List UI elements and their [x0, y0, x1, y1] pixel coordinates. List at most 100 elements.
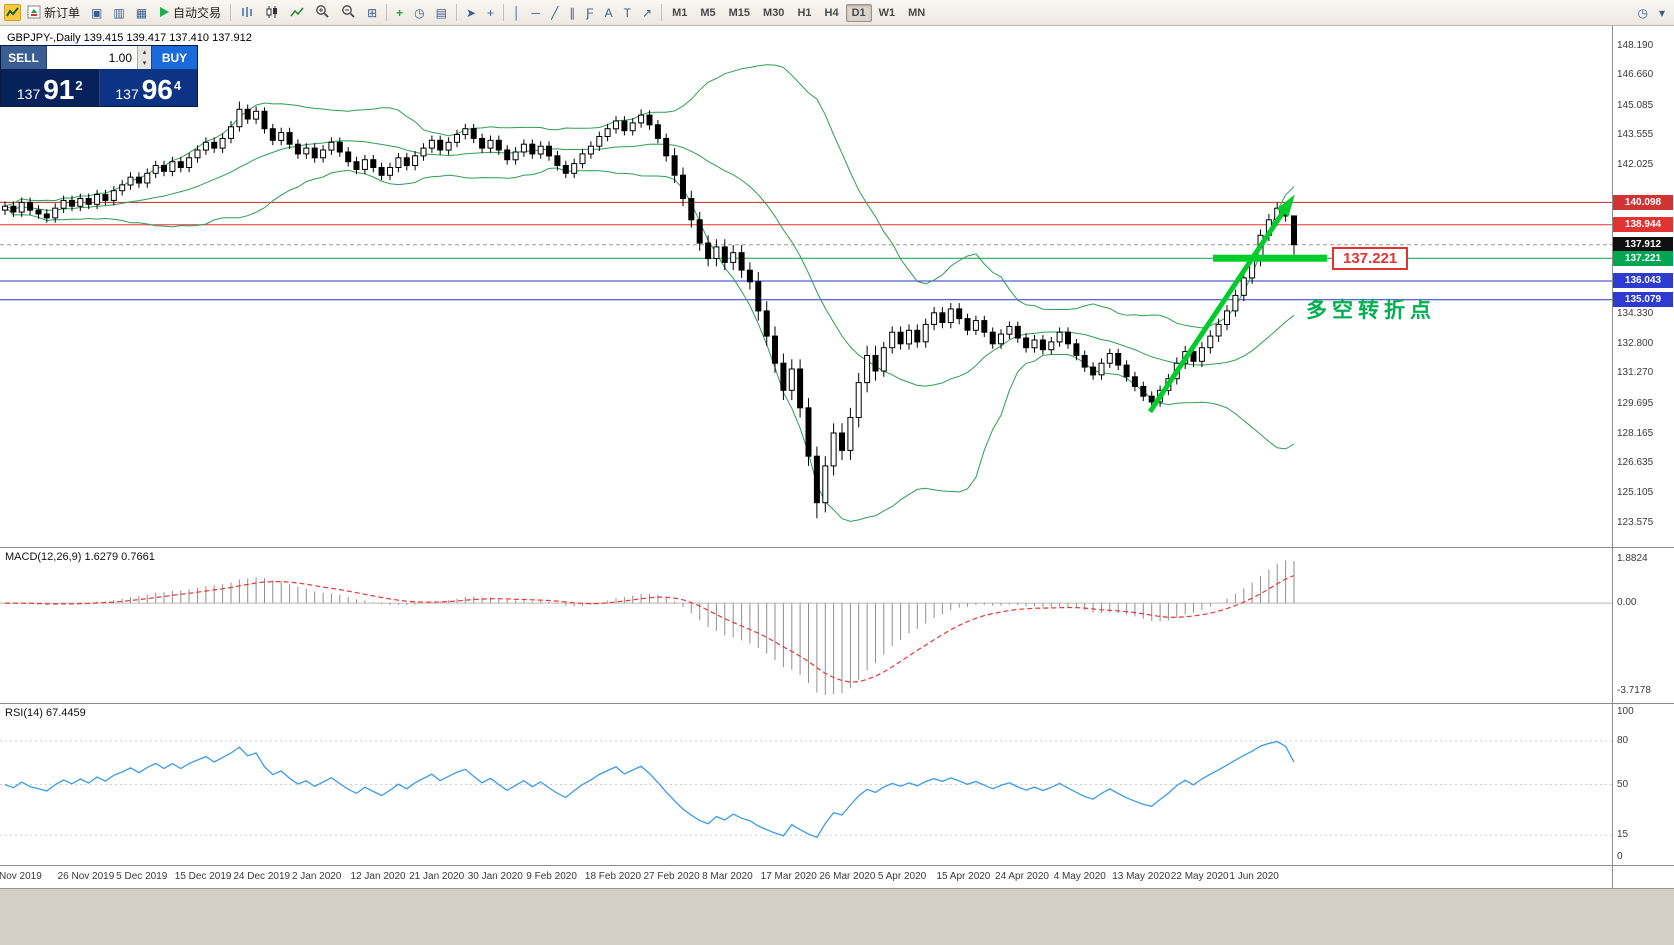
- date-axis-label: 22 May 2020: [1170, 871, 1229, 882]
- candlestick-chart-icon[interactable]: [260, 2, 284, 23]
- date-axis-label: 1 Jun 2020: [1229, 871, 1279, 882]
- axis-separator: [1612, 26, 1613, 888]
- crosshair-icon[interactable]: +: [482, 2, 499, 23]
- macd-axis-label: 0.00: [1617, 597, 1637, 609]
- channel-icon[interactable]: ∥: [564, 2, 580, 23]
- templates-icon-glyph: ▤: [435, 5, 447, 20]
- horizontal-line-icon-glyph: ─: [531, 5, 541, 20]
- support-segment[interactable]: [1213, 254, 1327, 262]
- tf-d1[interactable]: D1: [845, 3, 872, 22]
- tf-m5[interactable]: M5: [700, 6, 716, 19]
- price-line-tag: 137.221: [1613, 250, 1673, 266]
- date-axis-label: 30 Jan 2020: [467, 871, 523, 882]
- crosshair-icon-glyph: +: [487, 5, 495, 20]
- toolbar-separator: [230, 4, 232, 21]
- toolbar-separator: [386, 4, 388, 21]
- arrow-tools-icon[interactable]: ↗: [637, 2, 657, 23]
- status-area: [0, 888, 1674, 945]
- main-chart-panel[interactable]: [0, 26, 1612, 547]
- date-axis-label: 21 Jan 2020: [409, 871, 465, 882]
- buy-button[interactable]: BUY: [151, 46, 197, 69]
- bid-price: 137 91 2: [1, 69, 99, 106]
- price-level-label[interactable]: 137.221: [1332, 247, 1409, 271]
- profiles-icon-glyph: ▥: [113, 5, 125, 20]
- rsi-axis-label: 100: [1617, 706, 1634, 717]
- candles: [2, 101, 1297, 519]
- date-axis-label: 24 Apr 2020: [995, 871, 1049, 882]
- trendline-icon[interactable]: ╱: [546, 2, 563, 23]
- panel-divider[interactable]: [0, 547, 1674, 548]
- panel-divider[interactable]: [0, 703, 1674, 704]
- toolbar: 新订单 ▣ ▥ ▦ 自动交易 ⊞ + ◷ ▤ ➤ + │ ─ ╱ ∥ Ƒ A T ↗ M1 M5 M15 M30 H1 H4 D1…: [0, 0, 1674, 26]
- panel-divider[interactable]: [0, 865, 1674, 866]
- macd-axis-label: -3.7178: [1617, 684, 1651, 696]
- one-click-trading-panel: SELL 1.00 ▴ ▾ BUY 137 91 2 137: [0, 45, 198, 107]
- tile-windows-icon[interactable]: ⊞: [362, 2, 382, 23]
- horizontal-line-icon[interactable]: ─: [527, 2, 546, 23]
- volume-increase-button[interactable]: ▴: [138, 46, 151, 58]
- periods-icon[interactable]: ◷: [409, 2, 429, 23]
- data-window-icon-glyph: ▦: [135, 5, 148, 20]
- autotrading-button[interactable]: 自动交易: [153, 2, 226, 23]
- fibonacci-icon[interactable]: Ƒ: [581, 2, 598, 23]
- rsi-indicator-label: RSI(14) 67.4459: [5, 707, 86, 719]
- vertical-line-icon[interactable]: │: [508, 2, 526, 23]
- tf-mn[interactable]: MN: [908, 6, 926, 19]
- arrow-tools-icon-glyph: ↗: [642, 5, 653, 20]
- tf-m15[interactable]: M15: [728, 6, 751, 19]
- text-icon[interactable]: A: [600, 2, 618, 23]
- date-axis-label: 26 Mar 2020: [819, 871, 876, 882]
- tf-m1[interactable]: M1: [672, 6, 688, 19]
- chart-window: GBPJPY-,Daily 139.415 139.417 137.410 13…: [0, 26, 1674, 888]
- price-axis-label: 146.660: [1617, 69, 1654, 81]
- zoom-in-icon[interactable]: [310, 2, 335, 23]
- chart-ohlc-title: GBPJPY-,Daily 139.415 139.417 137.410 13…: [7, 32, 252, 44]
- rsi-axis-label: 80: [1617, 735, 1629, 746]
- chart-window-icon-glyph: ▣: [91, 5, 103, 20]
- indicators-icon[interactable]: +: [391, 2, 408, 23]
- templates-icon[interactable]: ▤: [431, 2, 452, 23]
- tf-h1[interactable]: H1: [797, 6, 812, 19]
- trend-arrow[interactable]: [1147, 191, 1301, 414]
- annotation-note[interactable]: 多空转折点: [1306, 299, 1436, 323]
- rsi-panel[interactable]: [0, 704, 1612, 865]
- rsi-levels: [0, 740, 1612, 836]
- date-axis-label: 24 Dec 2019: [233, 871, 291, 882]
- vertical-line-icon-glyph: │: [513, 5, 521, 20]
- toolbar-separator: [661, 4, 663, 21]
- tf-h4[interactable]: H4: [824, 6, 839, 19]
- tf-w1[interactable]: W1: [878, 6, 896, 19]
- chart-window-icon[interactable]: ▣: [86, 2, 107, 23]
- date-axis-label: 9 Feb 2020: [526, 871, 577, 882]
- options-icon[interactable]: ▾: [1654, 2, 1670, 23]
- sell-button[interactable]: SELL: [1, 46, 47, 69]
- price-axis-label: 131.270: [1617, 367, 1654, 379]
- volume-decrease-button[interactable]: ▾: [138, 57, 151, 69]
- volume-input[interactable]: 1.00: [108, 50, 132, 65]
- data-window-icon[interactable]: ▦: [131, 2, 152, 23]
- clock-icon[interactable]: ◷: [1632, 2, 1652, 23]
- bollinger-bands: [4, 64, 1295, 522]
- date-axis-label: 5 Dec 2019: [116, 871, 168, 882]
- date-axis-label: Nov 2019: [0, 871, 42, 882]
- price-line-tag: 136.043: [1613, 273, 1673, 289]
- date-axis-label: 8 Mar 2020: [702, 871, 753, 882]
- ask-price: 137 96 4: [98, 69, 197, 106]
- price-axis-label: 148.190: [1617, 39, 1654, 51]
- date-axis-label: 2 Jan 2020: [291, 871, 342, 882]
- line-chart-icon[interactable]: [285, 2, 309, 23]
- tf-m30[interactable]: M30: [763, 6, 785, 19]
- bar-chart-icon[interactable]: [235, 2, 259, 23]
- price-line-tag: 138.944: [1613, 217, 1673, 233]
- ask-sup: 4: [173, 78, 182, 93]
- macd-panel[interactable]: [0, 548, 1612, 703]
- zoom-out-icon[interactable]: [336, 2, 361, 23]
- date-axis-label: 12 Jan 2020: [350, 871, 406, 882]
- label-icon[interactable]: T: [619, 2, 636, 23]
- new-order-button[interactable]: 新订单: [22, 2, 85, 23]
- profiles-icon[interactable]: ▥: [108, 2, 129, 23]
- cursor-icon[interactable]: ➤: [461, 2, 481, 23]
- price-axis-label: 125.105: [1617, 486, 1654, 498]
- date-axis-label: 27 Feb 2020: [643, 871, 700, 882]
